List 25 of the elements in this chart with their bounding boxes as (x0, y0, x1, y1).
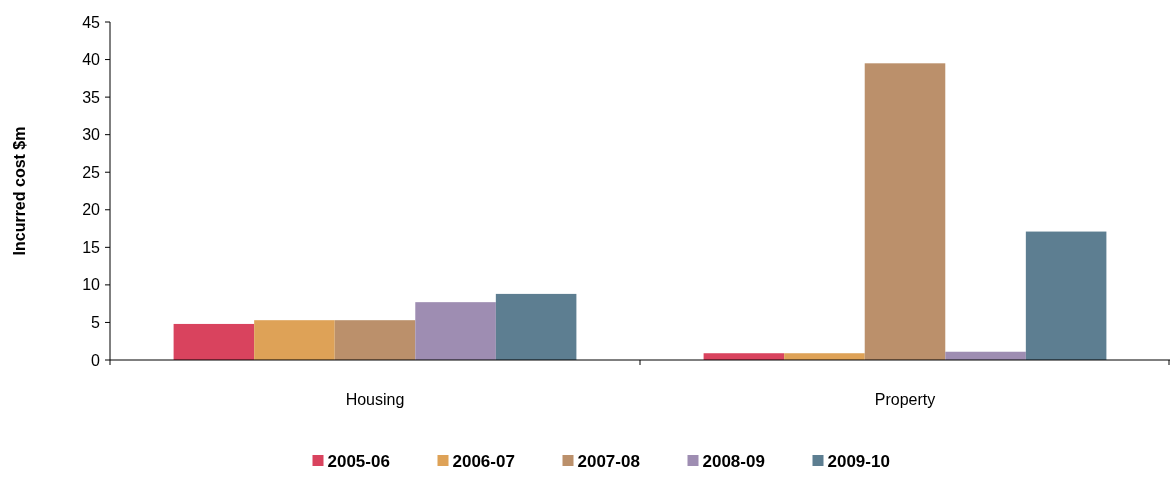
bar (864, 63, 946, 360)
x-tick-label: Property (874, 391, 936, 408)
y-tick-label: 25 (82, 163, 101, 181)
y-tick-label: 10 (82, 276, 101, 294)
legend-label: 2009-10 (827, 452, 890, 471)
y-axis-title: Incurred cost $m (11, 126, 28, 256)
legend-label: 2005-06 (327, 452, 390, 471)
y-tick-label: 15 (82, 238, 101, 256)
bar (254, 320, 335, 360)
y-tick-label: 0 (91, 351, 101, 369)
legend-label: 2008-09 (702, 452, 765, 471)
y-tick-label: 20 (82, 201, 101, 219)
x-tick-label: Housing (345, 391, 405, 408)
legend-label: 2006-07 (452, 452, 515, 471)
legend-label: 2007-08 (577, 452, 640, 471)
bar (1025, 231, 1107, 360)
y-tick-label: 45 (82, 13, 101, 31)
bar (415, 302, 496, 360)
y-tick-label: 30 (82, 126, 101, 144)
bar (334, 320, 416, 360)
y-tick-label: 5 (91, 314, 101, 332)
bar (173, 323, 255, 360)
bar (495, 293, 577, 360)
y-tick-label: 35 (82, 88, 101, 106)
y-tick-label: 40 (82, 51, 101, 69)
